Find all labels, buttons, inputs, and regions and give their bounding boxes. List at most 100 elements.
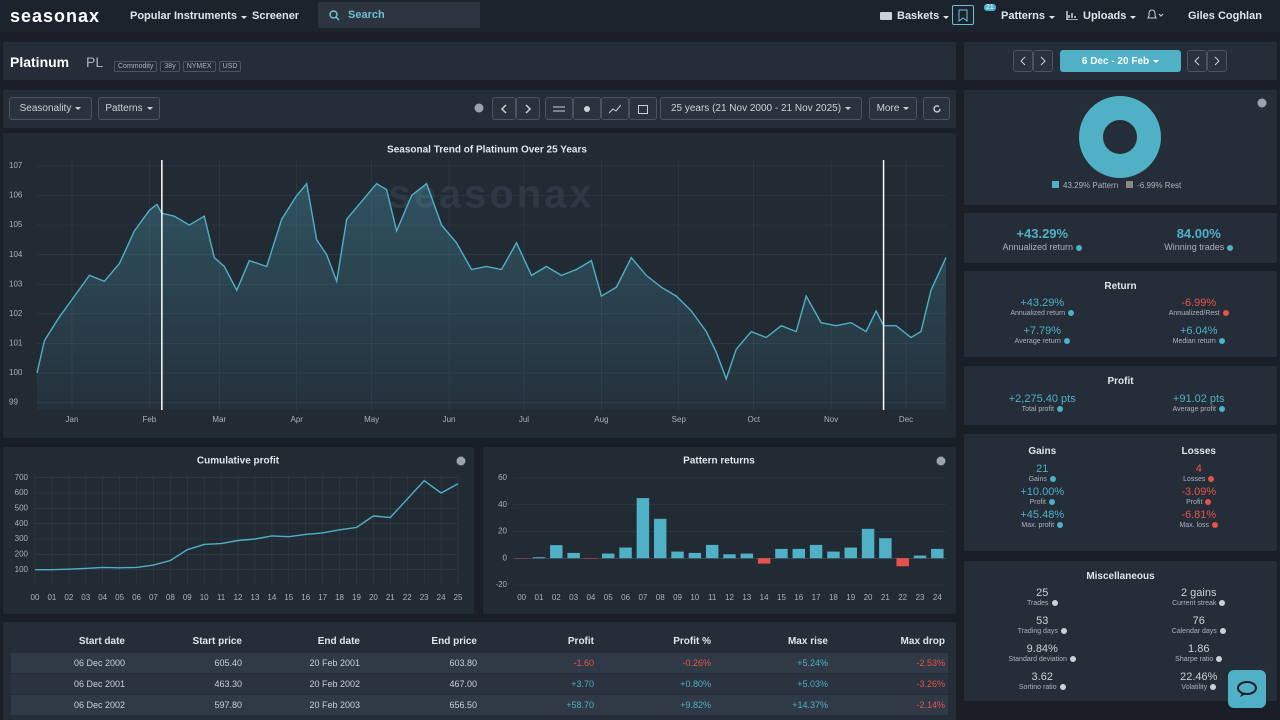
stat-label-text: Winning trades: [1164, 242, 1225, 252]
stat-label: Average return: [964, 338, 1121, 345]
stat-label-text: Standard deviation: [1008, 656, 1067, 663]
range-dropdown[interactable]: 25 years (21 Nov 2000 - 21 Nov 2025): [660, 97, 862, 120]
stat-label: Annualized return: [964, 310, 1121, 317]
stat-label: Trading days: [964, 628, 1121, 635]
stat-value: 84.00%: [1176, 226, 1221, 241]
stat: 84.00% Winning trades: [1121, 226, 1278, 252]
stat: 9.84% Standard deviation: [964, 643, 1121, 663]
prev-button[interactable]: [492, 97, 516, 120]
table-cell: 467.00: [449, 679, 477, 689]
tag: USD: [218, 61, 242, 72]
stat-label-text: Sharpe ratio: [1175, 656, 1214, 663]
section-title: Return: [1104, 281, 1137, 292]
stat: 3.62 Sortino ratio: [964, 671, 1121, 691]
stat-label-text: Calendar days: [1171, 628, 1217, 635]
user-menu[interactable]: Giles Coghlan: [1188, 10, 1262, 22]
stat-label: Max. profit: [964, 522, 1121, 529]
nav-item[interactable]: Uploads: [1083, 10, 1137, 22]
nav-item[interactable]: Screener: [252, 10, 300, 22]
stat: 25 Trades: [964, 587, 1121, 607]
prev-button[interactable]: [1013, 50, 1033, 72]
column-header: Start date: [78, 636, 125, 647]
table-cell: 605.40: [214, 658, 242, 668]
tag: NYMEX: [182, 61, 216, 72]
period-dropdown[interactable]: 6 Dec - 20 Feb: [1060, 50, 1181, 72]
tool-button[interactable]: [545, 97, 573, 120]
search-box[interactable]: Search: [318, 2, 480, 28]
stat-label-text: Max. profit: [1021, 522, 1055, 529]
tag: 38y: [160, 61, 180, 72]
stat-value: 76: [1192, 615, 1205, 627]
bell-icon[interactable]: [1146, 9, 1164, 21]
stat-label: Volatility: [1121, 684, 1278, 691]
table-cell: 656.50: [449, 700, 477, 710]
nav-item[interactable]: Baskets: [897, 10, 950, 22]
stat-label: Winning trades: [1121, 242, 1278, 252]
table-cell: -2.53%: [916, 658, 945, 668]
stat-label-text: Total profit: [1021, 406, 1054, 413]
stat: -6.99% Annualized/Rest: [1121, 297, 1278, 317]
column-header: End date: [317, 636, 360, 647]
stat-label-text: Trades: [1026, 600, 1049, 607]
stat-label-text: Current streak: [1172, 600, 1217, 607]
stat-label-text: Annualized/Rest: [1168, 310, 1220, 317]
patterns-dropdown[interactable]: Patterns: [98, 97, 160, 120]
table-cell: -2.14%: [916, 700, 945, 710]
stat-value: -3.09%: [1181, 486, 1217, 498]
table-cell: 463.30: [214, 679, 242, 689]
stat-value: +6.04%: [1179, 325, 1218, 337]
patterns-badge: 21: [984, 4, 996, 11]
stat-label: Trades: [964, 600, 1121, 607]
section-title: Miscellaneous: [1086, 571, 1155, 582]
table-cell: +5.24%: [797, 658, 828, 668]
nav-label: Popular Instruments: [130, 10, 237, 22]
stat-label: Max. loss: [1121, 522, 1278, 529]
stat-label: Annualized return: [964, 242, 1121, 252]
misc-panel: Miscellaneous 25 Trades 2 gains Current stre…: [964, 561, 1277, 701]
chart-panel: [3, 133, 956, 438]
summary-panel: +43.29% Annualized return 84.00% Winning tr…: [964, 213, 1277, 263]
next-button[interactable]: [1207, 50, 1227, 72]
tool-button[interactable]: [601, 97, 629, 120]
tool-button[interactable]: [629, 97, 657, 120]
bookmark-button[interactable]: [952, 5, 974, 25]
next-button[interactable]: [1033, 50, 1053, 72]
seasonality-dropdown[interactable]: Seasonality: [9, 97, 92, 120]
stat-value: +91.02 pts: [1172, 393, 1225, 405]
table-cell: 20 Feb 2001: [309, 658, 360, 668]
stat-label: Calendar days: [1121, 628, 1278, 635]
stat: 21 Gains: [964, 463, 1121, 483]
stat-label-text: Annualized return: [1002, 242, 1074, 252]
tag: Commodity: [114, 61, 158, 72]
stat: +10.00% Profit: [964, 486, 1121, 506]
next-button[interactable]: [516, 97, 540, 120]
stat: +6.04% Median return: [1121, 325, 1278, 345]
column-header: Profit: [567, 636, 594, 647]
reset-button[interactable]: [923, 97, 950, 120]
column-header: Start price: [192, 636, 242, 647]
stat-label-text: Sortino ratio: [1018, 684, 1057, 691]
logo[interactable]: seasonax: [10, 6, 101, 26]
more-dropdown[interactable]: More: [869, 97, 917, 120]
period-panel: 6 Dec - 20 Feb: [964, 42, 1277, 80]
period-label: 6 Dec - 20 Feb: [1081, 55, 1150, 67]
nav-item[interactable]: Patterns: [1001, 10, 1056, 22]
donut-panel: 43.29% Pattern -6.99% Rest: [964, 90, 1277, 205]
stat: +45.48% Max. profit: [964, 509, 1121, 529]
stat-label-text: Median return: [1172, 338, 1216, 345]
column-header: Max drop: [900, 636, 945, 647]
table-row: [11, 695, 948, 715]
tool-button[interactable]: [573, 97, 601, 120]
nav-item[interactable]: Popular Instruments: [130, 10, 247, 22]
stat-label: Average profit: [1121, 406, 1278, 413]
stat: +43.29% Annualized return: [964, 297, 1121, 317]
instrument-symbol: PL: [86, 54, 104, 70]
stat-value: +43.29%: [1016, 226, 1069, 241]
table-cell: 597.80: [214, 700, 242, 710]
stat-label: Standard deviation: [964, 656, 1121, 663]
chat-button[interactable]: [1228, 670, 1266, 708]
prev-button[interactable]: [1187, 50, 1207, 72]
stat-label-text: Profit: [1186, 499, 1203, 506]
instrument-name: Platinum: [10, 54, 70, 70]
stat-value: 22.46%: [1180, 671, 1218, 683]
